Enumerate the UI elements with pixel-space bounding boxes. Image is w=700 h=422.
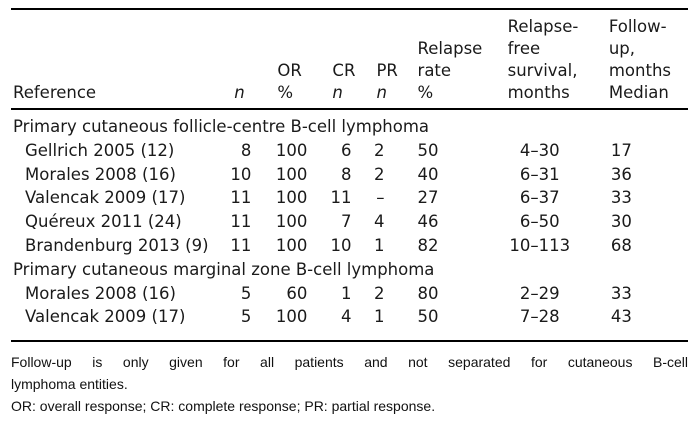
cell-relapse-rate: 46: [417, 212, 439, 232]
section-row-follicle-centre: Primary cutaneous follicle-centre B-cell…: [11, 109, 688, 139]
cell-or-percent: 60: [286, 283, 308, 303]
col-header-relapse-free-survival: Relapse- free survival, months: [445, 9, 608, 110]
col-header-pr-n: PR n: [351, 9, 398, 110]
section-title: Primary cutaneous follicle-centre B-cell…: [13, 117, 430, 136]
cell-relapse-free-survival: 6–37: [519, 188, 560, 208]
table-row: Gellrich 2005 (12) 8 100 6 2 50 4–30 17: [11, 139, 688, 163]
cell-relapse-rate: 50: [417, 140, 439, 160]
cell-reference: Valencak 2009 (17): [25, 188, 186, 208]
section-row-marginal-zone: Primary cutaneous marginal zone B-cell l…: [11, 258, 688, 282]
table-row: Brandenburg 2013 (9) 11 100 10 1 82 10–1…: [11, 234, 688, 258]
cell-relapse-rate: 50: [417, 307, 439, 327]
cell-follow-up-median: 36: [610, 164, 632, 184]
cell-or-percent: 100: [275, 212, 308, 232]
cell-pr-n: 2: [374, 140, 385, 160]
table-header: Reference n OR % CR n PR n Rel: [11, 9, 688, 110]
col-header-follow-up: Follow- up, months Median: [607, 9, 688, 110]
cell-relapse-free-survival: 6–31: [519, 164, 560, 184]
cell-follow-up-median: 68: [610, 235, 632, 255]
header-row: Reference n OR % CR n PR n Rel: [11, 9, 688, 110]
cell-pr-n: 2: [374, 164, 385, 184]
cell-pr-n: 4: [374, 212, 385, 232]
table-footnotes: Follow-up is only given for all patients…: [11, 342, 688, 417]
cell-relapse-free-survival: 7–28: [519, 307, 560, 327]
footnote-abbreviations: OR: overall response; CR: complete respo…: [11, 398, 436, 415]
cell-cr-n: 4: [340, 307, 352, 327]
cell-follow-up-median: 33: [610, 188, 632, 208]
cell-cr-n: 10: [330, 235, 352, 255]
table-row: Quéreux 2011 (24) 11 100 7 4 46 6–50 30: [11, 210, 688, 234]
table-body: Primary cutaneous follicle-centre B-cell…: [11, 109, 688, 341]
cell-or-percent: 100: [275, 307, 308, 327]
cell-n: 11: [230, 188, 252, 208]
cell-cr-n: 11: [330, 188, 352, 208]
cell-relapse-rate: 82: [417, 235, 439, 255]
section-title: Primary cutaneous marginal zone B-cell l…: [13, 259, 435, 279]
col-header-or-percent: OR %: [251, 9, 308, 110]
cell-follow-up-median: 17: [610, 140, 632, 160]
cell-relapse-rate: 40: [417, 164, 439, 184]
cell-reference: Quéreux 2011 (24): [25, 212, 182, 232]
cell-cr-n: 6: [340, 140, 352, 160]
cell-relapse-free-survival: 10–113: [509, 235, 571, 255]
cell-cr-n: 8: [340, 164, 352, 184]
table-row: Valencak 2009 (17) 5 100 4 1 50 7–28 43: [11, 305, 688, 341]
cell-reference: Gellrich 2005 (12): [25, 140, 175, 160]
results-table: Reference n OR % CR n PR n Rel: [11, 8, 688, 343]
cell-or-percent: 100: [275, 188, 308, 208]
cell-pr-n: 1: [374, 235, 385, 255]
cell-relapse-rate: 27: [417, 188, 439, 208]
cell-follow-up-median: 33: [610, 283, 632, 303]
cell-relapse-rate: 80: [417, 283, 439, 303]
cell-pr-n: 2: [374, 283, 385, 303]
cell-cr-n: 1: [340, 283, 352, 303]
cell-reference: Morales 2008 (16): [25, 283, 176, 303]
cell-or-percent: 100: [275, 140, 308, 160]
cell-relapse-free-survival: 6–50: [519, 212, 560, 232]
cell-relapse-free-survival: 4–30: [519, 140, 560, 160]
cell-n: 8: [240, 140, 252, 160]
cell-reference: Morales 2008 (16): [25, 164, 176, 184]
cell-pr-n: –: [376, 188, 385, 208]
col-header-relapse-rate: Relapse rate %: [385, 9, 482, 110]
table-row: Morales 2008 (16) 5 60 1 2 80 2–29 33: [11, 282, 688, 306]
cell-follow-up-median: 43: [610, 307, 632, 327]
cell-or-percent: 100: [275, 164, 308, 184]
cell-pr-n: 1: [374, 307, 385, 327]
cell-or-percent: 100: [275, 235, 308, 255]
cell-cr-n: 7: [340, 212, 352, 232]
cell-follow-up-median: 30: [610, 212, 632, 232]
table-row: Morales 2008 (16) 10 100 8 2 40 6–31 36: [11, 163, 688, 187]
cell-n: 5: [240, 307, 252, 327]
cell-reference: Valencak 2009 (17): [25, 307, 186, 327]
cell-n: 10: [230, 164, 252, 184]
table-row: Valencak 2009 (17) 11 100 11 – 27 6–37 3…: [11, 186, 688, 210]
cell-relapse-free-survival: 2–29: [519, 283, 560, 303]
cell-n: 11: [230, 235, 252, 255]
footnote-followup-line1: Follow-up is only given for all patients…: [11, 354, 688, 371]
cell-n: 5: [240, 283, 252, 303]
col-header-cr-n: CR n: [307, 9, 355, 110]
cell-n: 11: [230, 212, 252, 232]
cell-reference: Brandenburg 2013 (9): [25, 235, 209, 255]
col-header-reference: Reference: [11, 9, 215, 110]
col-header-n: n: [214, 9, 252, 110]
footnote-followup-line2: lymphoma entities.: [11, 376, 128, 393]
